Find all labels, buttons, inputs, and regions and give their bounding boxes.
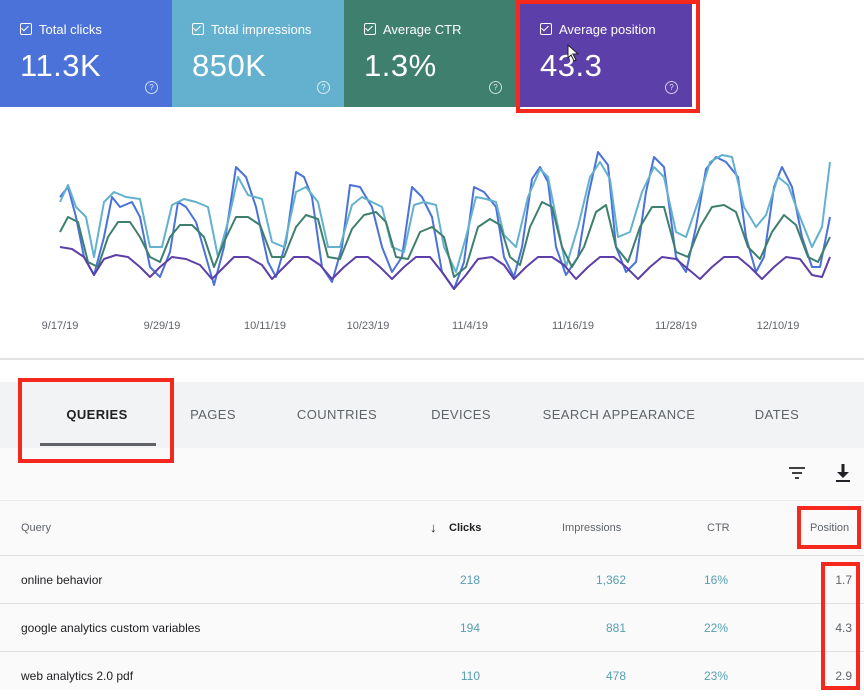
ctr-cell: 22% bbox=[703, 621, 728, 635]
column-header-impressions[interactable]: Impressions bbox=[562, 522, 622, 534]
metric-card-average-ctr[interactable]: Average CTR 1.3% ? bbox=[344, 0, 516, 107]
table-row[interactable]: web analytics 2.0 pdf 110 478 23% 2.9 bbox=[0, 652, 864, 700]
checkbox-checked-icon bbox=[540, 23, 552, 35]
table-row[interactable]: google analytics custom variables 194 88… bbox=[0, 604, 864, 652]
impressions-cell: 1,362 bbox=[595, 573, 626, 587]
ctr-cell: 16% bbox=[703, 573, 728, 587]
help-icon[interactable]: ? bbox=[489, 81, 502, 94]
checkbox-checked-icon bbox=[20, 23, 32, 35]
x-tick-label: 10/23/19 bbox=[346, 320, 390, 332]
clicks-cell: 218 bbox=[459, 573, 480, 587]
help-icon[interactable]: ? bbox=[317, 81, 330, 94]
column-header-position[interactable]: Position bbox=[810, 522, 850, 534]
series-line-position bbox=[59, 246, 831, 290]
metric-label: Average position bbox=[559, 21, 656, 37]
x-tick-label: 9/17/19 bbox=[41, 320, 79, 332]
mouse-pointer-icon bbox=[567, 44, 580, 62]
tab-queries[interactable]: QUERIES bbox=[66, 407, 128, 422]
query-cell: web analytics 2.0 pdf bbox=[21, 669, 134, 683]
series-line-ctr bbox=[59, 201, 831, 278]
metric-card-average-position[interactable]: Average position 43.3 ? bbox=[520, 0, 692, 107]
metric-label: Total clicks bbox=[39, 21, 102, 37]
column-header-ctr[interactable]: CTR bbox=[707, 522, 730, 534]
metric-value: 11.3K bbox=[20, 48, 102, 83]
series-line-impressions bbox=[59, 154, 831, 273]
help-icon[interactable]: ? bbox=[145, 81, 158, 94]
help-icon[interactable]: ? bbox=[665, 81, 678, 94]
checkbox-checked-icon bbox=[192, 23, 204, 35]
tab-dates[interactable]: DATES bbox=[754, 407, 800, 422]
metric-card-total-clicks[interactable]: Total clicks 11.3K ? bbox=[0, 0, 172, 107]
metric-cards: Total clicks 11.3K ? Total impressions 8… bbox=[0, 0, 692, 107]
ctr-cell: 23% bbox=[703, 669, 728, 683]
report-tabs: QUERIES PAGES COUNTRIES DEVICES SEARCH A… bbox=[0, 382, 864, 448]
sort-descending-icon[interactable]: ↓ bbox=[430, 520, 437, 535]
table-header: Query ↓ Clicks Impressions CTR Position bbox=[0, 500, 864, 556]
download-icon[interactable] bbox=[832, 462, 854, 484]
impressions-cell: 881 bbox=[605, 621, 626, 635]
metric-value: 1.3% bbox=[364, 48, 437, 83]
position-cell: 2.9 bbox=[835, 669, 852, 683]
column-header-clicks[interactable]: Clicks bbox=[449, 522, 482, 534]
x-tick-label: 11/28/19 bbox=[654, 320, 698, 332]
position-cell: 4.3 bbox=[835, 621, 852, 635]
table-toolbar bbox=[0, 448, 864, 500]
x-tick-label: 11/16/19 bbox=[551, 320, 595, 332]
clicks-cell: 194 bbox=[459, 621, 480, 635]
chart-svg bbox=[59, 151, 831, 290]
tab-search-appearance[interactable]: SEARCH APPEARANCE bbox=[542, 407, 696, 422]
series-line-clicks bbox=[59, 151, 831, 290]
metric-card-total-impressions[interactable]: Total impressions 850K ? bbox=[172, 0, 344, 107]
metric-value: 850K bbox=[192, 48, 267, 83]
section-divider bbox=[0, 358, 864, 360]
queries-table: Query ↓ Clicks Impressions CTR Position … bbox=[0, 500, 864, 690]
tab-devices[interactable]: DEVICES bbox=[431, 407, 491, 422]
performance-chart: 9/17/19 9/29/19 10/11/19 10/23/19 11/4/1… bbox=[0, 107, 864, 357]
metric-value: 43.3 bbox=[540, 48, 603, 83]
tab-countries[interactable]: COUNTRIES bbox=[296, 407, 378, 422]
x-tick-label: 10/11/19 bbox=[243, 320, 287, 332]
x-tick-label: 12/10/19 bbox=[756, 320, 800, 332]
active-tab-indicator bbox=[40, 443, 156, 446]
impressions-cell: 478 bbox=[605, 669, 626, 683]
position-cell: 1.7 bbox=[835, 573, 852, 587]
metric-label: Total impressions bbox=[211, 21, 312, 37]
query-cell: online behavior bbox=[21, 573, 103, 587]
filter-icon[interactable] bbox=[786, 462, 808, 484]
clicks-cell: 110 bbox=[460, 669, 480, 683]
checkbox-checked-icon bbox=[364, 23, 376, 35]
tab-pages[interactable]: PAGES bbox=[190, 407, 236, 422]
x-tick-label: 11/4/19 bbox=[452, 320, 488, 332]
query-cell: google analytics custom variables bbox=[21, 621, 201, 635]
x-tick-label: 9/29/19 bbox=[143, 320, 181, 332]
column-header-query[interactable]: Query bbox=[21, 522, 51, 534]
table-row[interactable]: online behavior 218 1,362 16% 1.7 bbox=[0, 556, 864, 604]
metric-label: Average CTR bbox=[383, 21, 462, 37]
